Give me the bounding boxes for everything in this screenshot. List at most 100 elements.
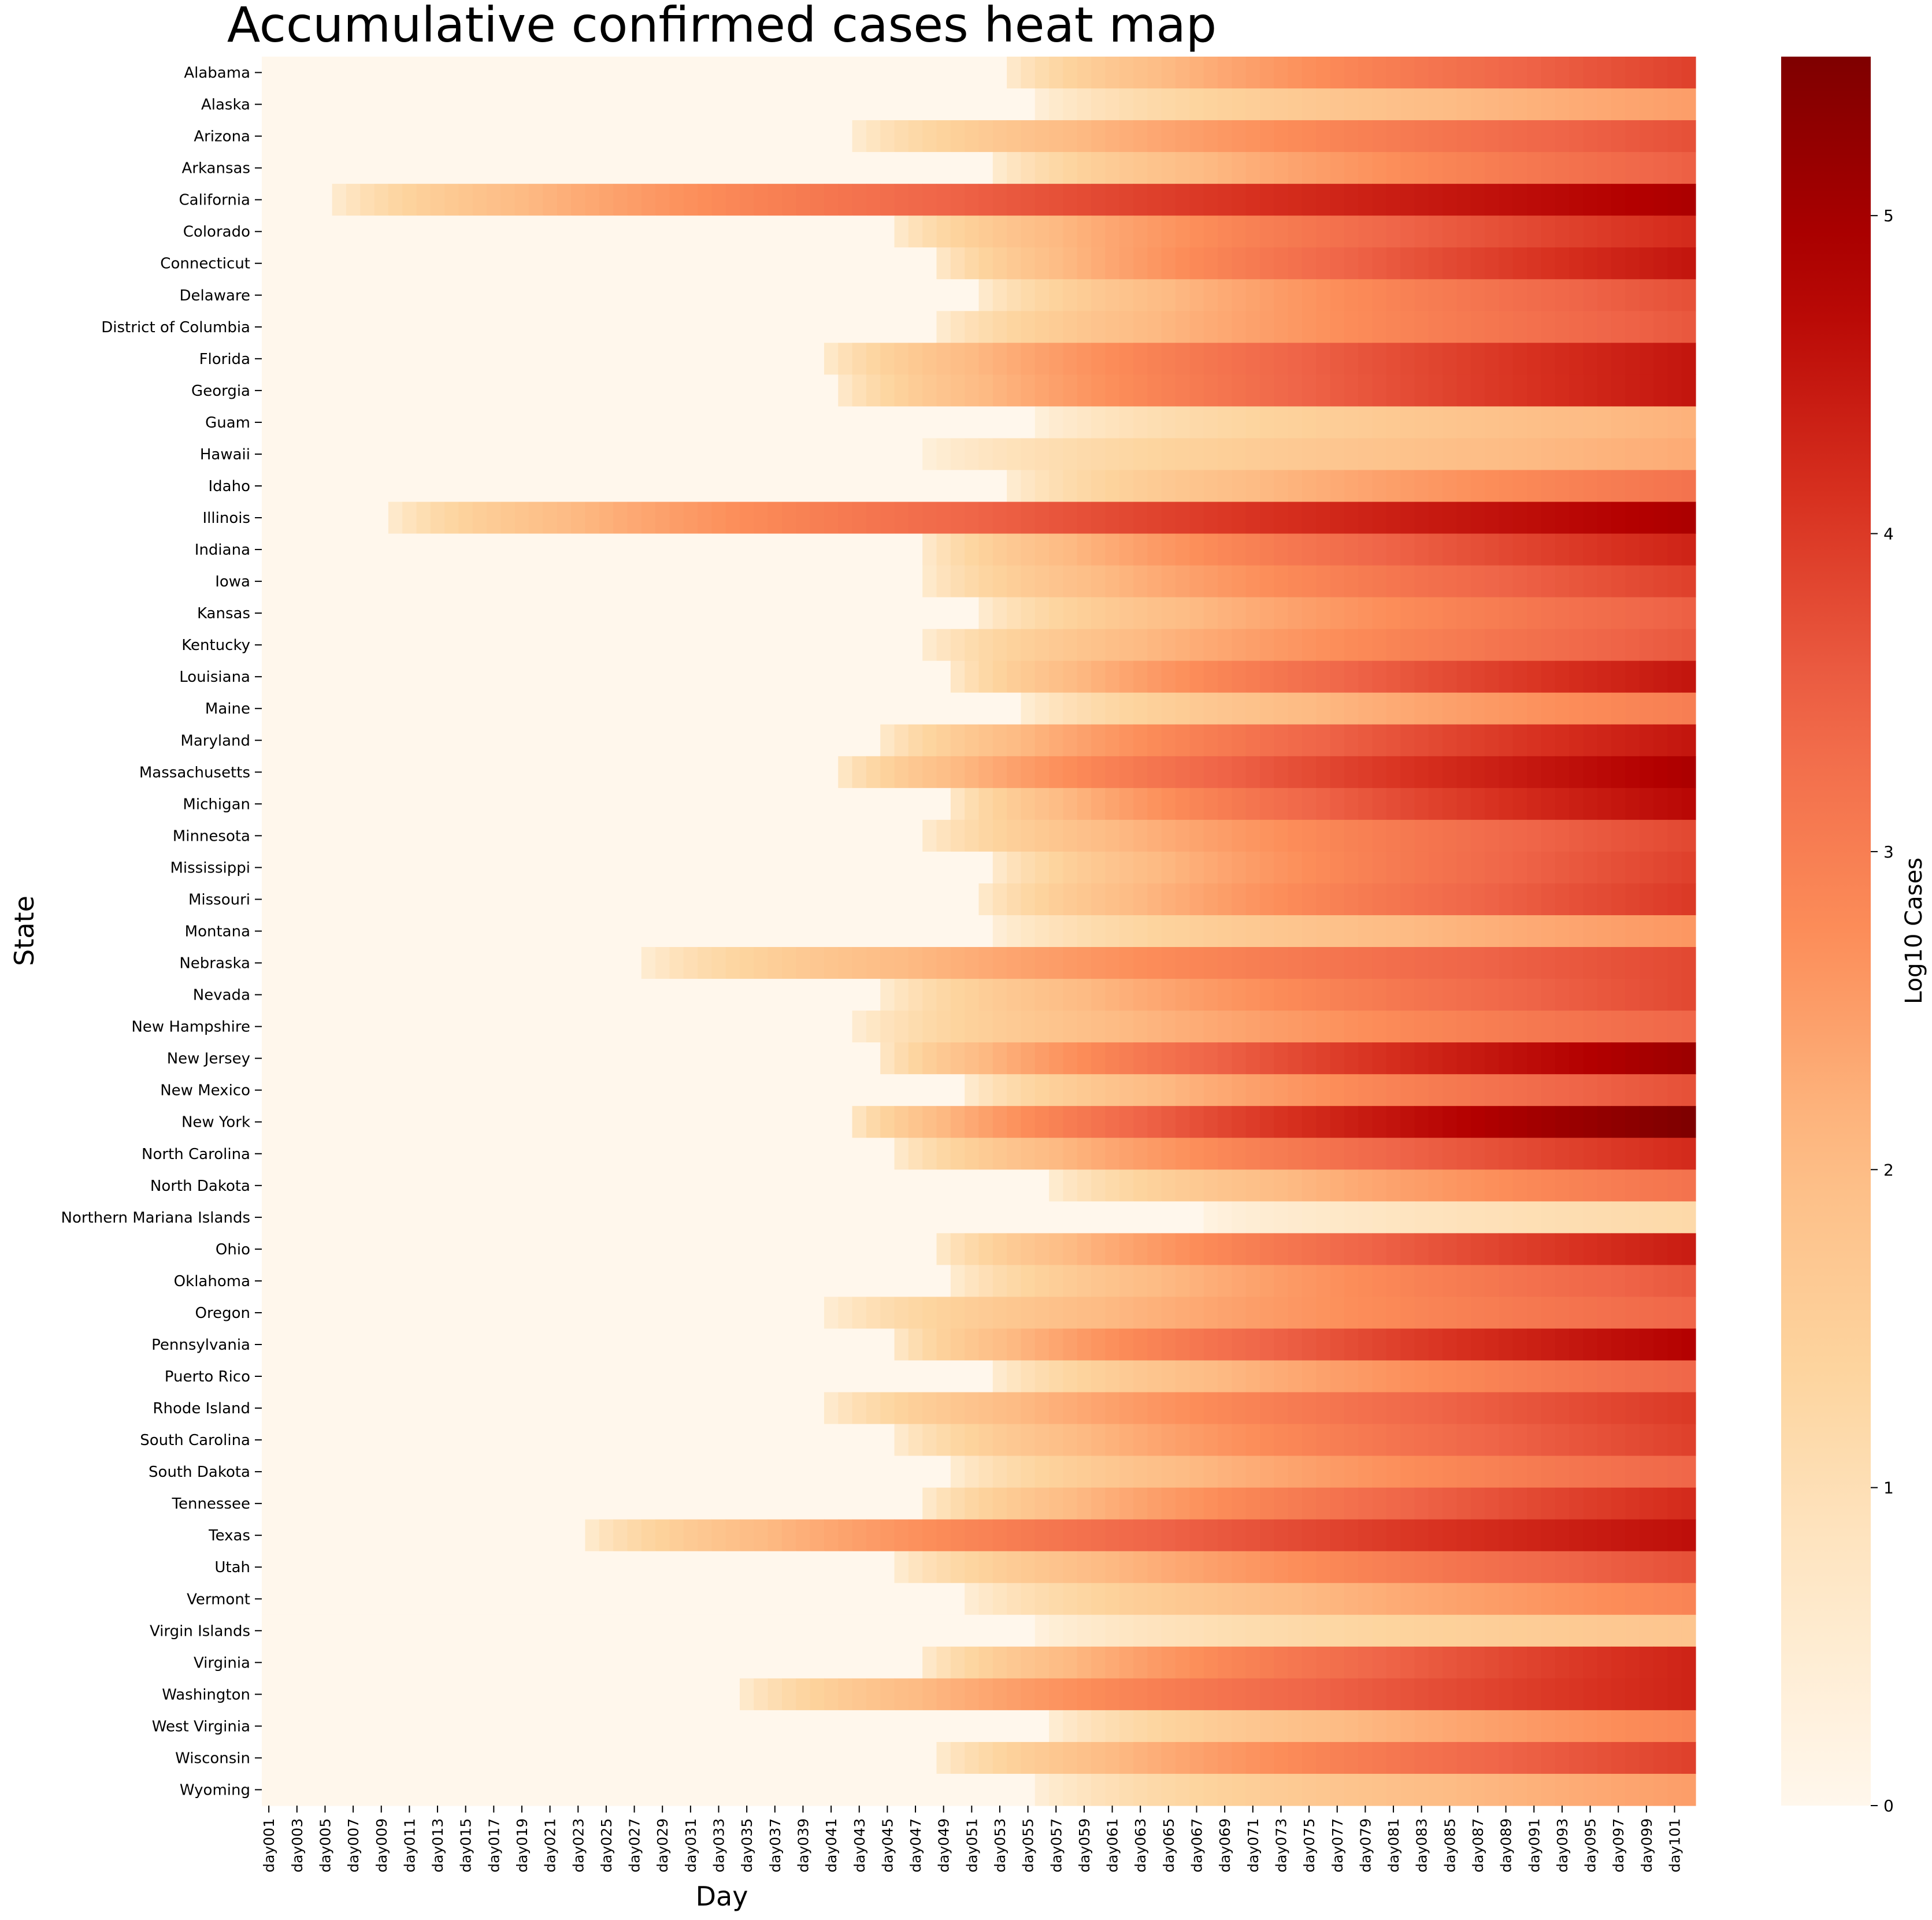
heatmap-cell: [1147, 788, 1162, 820]
heatmap-cell: [557, 692, 572, 725]
heatmap-cell: [1119, 438, 1134, 471]
heatmap-cell: [1344, 692, 1359, 725]
heatmap-cell: [894, 247, 909, 280]
heatmap-cell: [767, 756, 783, 789]
heatmap-cell: [346, 1487, 361, 1520]
heatmap-cell: [1330, 247, 1345, 280]
heatmap-cell: [1316, 1360, 1331, 1393]
heatmap-cell: [1428, 216, 1443, 248]
heatmap-cell: [908, 1360, 923, 1393]
heatmap-cell: [472, 1551, 487, 1584]
heatmap-cell: [360, 279, 375, 311]
heatmap-cell: [1485, 343, 1500, 375]
heatmap-cell: [894, 152, 909, 184]
heatmap-cell: [1316, 406, 1331, 439]
heatmap-cell: [767, 1583, 783, 1616]
heatmap-cell: [1119, 1487, 1134, 1520]
heatmap-cell: [1512, 152, 1527, 184]
heatmap-cell: [303, 1583, 318, 1616]
heatmap-cell: [740, 1392, 754, 1425]
heatmap-cell: [767, 597, 783, 630]
heatmap-cell: [1569, 1392, 1584, 1425]
heatmap-cell: [852, 629, 867, 662]
heatmap-cell: [1119, 692, 1134, 725]
heatmap-cell: [1653, 1424, 1668, 1457]
heatmap-cell: [627, 597, 642, 630]
heatmap-cell: [1203, 1042, 1218, 1075]
heatmap-cell: [922, 1519, 937, 1552]
heatmap-cell: [725, 438, 740, 471]
heatmap-cell: [978, 1265, 993, 1298]
heatmap-cell: [1611, 374, 1626, 407]
heatmap-cell: [1358, 438, 1373, 471]
heatmap-cell: [1218, 279, 1232, 311]
heatmap-cell: [1049, 120, 1064, 153]
heatmap-cell: [1358, 1455, 1373, 1488]
heatmap-cell: [1442, 374, 1458, 407]
heatmap-cell: [1555, 1455, 1570, 1488]
heatmap-cell: [1512, 216, 1527, 248]
heatmap-cell: [641, 216, 656, 248]
heatmap-cell: [1681, 1265, 1696, 1298]
heatmap-cell: [824, 374, 839, 407]
heatmap-cell: [866, 565, 881, 598]
heatmap-cell: [698, 788, 712, 820]
heatmap-cell: [1611, 1360, 1626, 1393]
heatmap-cell: [1161, 1011, 1176, 1043]
heatmap-cell: [767, 184, 783, 216]
heatmap-cell: [487, 1042, 502, 1075]
heatmap-cell: [894, 343, 909, 375]
heatmap-cell: [852, 1360, 867, 1393]
heatmap-cell: [1077, 1074, 1092, 1106]
heatmap-cell: [754, 374, 769, 407]
heatmap-cell: [1485, 438, 1500, 471]
heatmap-cell: [374, 343, 389, 375]
heatmap-cell: [824, 1583, 839, 1616]
heatmap-cell: [669, 1297, 684, 1329]
heatmap-cell: [1442, 1297, 1458, 1329]
heatmap-cell: [1386, 1074, 1401, 1106]
heatmap-cell: [1597, 756, 1612, 789]
heatmap-cell: [599, 1201, 614, 1234]
heatmap-cell: [388, 311, 403, 343]
heatmap-cell: [796, 1138, 811, 1170]
heatmap-cell: [571, 1106, 586, 1138]
heatmap-cell: [1344, 533, 1359, 566]
heatmap-cell: [1274, 1233, 1289, 1265]
heatmap-cell: [880, 1074, 895, 1106]
heatmap-cell: [318, 629, 333, 662]
heatmap-cell: [487, 660, 502, 693]
heatmap-cell: [1386, 1297, 1401, 1329]
heatmap-cell: [824, 597, 839, 630]
heatmap-cell: [1428, 1392, 1443, 1425]
heatmap-cell: [1175, 1360, 1190, 1393]
heatmap-cell: [1175, 1265, 1190, 1298]
heatmap-cell: [740, 851, 754, 884]
heatmap-cell: [557, 1138, 572, 1170]
heatmap-row: [262, 979, 1696, 1011]
heatmap-cell: [374, 851, 389, 884]
heatmap-cell: [683, 756, 698, 789]
heatmap-cell: [529, 692, 544, 725]
heatmap-cell: [1611, 152, 1626, 184]
heatmap-cell: [529, 1011, 544, 1043]
heatmap-cell: [1569, 915, 1584, 948]
heatmap-cell: [1386, 247, 1401, 280]
heatmap-cell: [1569, 597, 1584, 630]
heatmap-cell: [1063, 184, 1078, 216]
heatmap-cell: [1358, 216, 1373, 248]
heatmap-cell: [487, 502, 502, 534]
heatmap-cell: [922, 1265, 937, 1298]
heatmap-cell: [1077, 1519, 1092, 1552]
heatmap-cell: [262, 184, 276, 216]
heatmap-cell: [950, 343, 965, 375]
heatmap-row: [262, 819, 1696, 852]
heatmap-row: [262, 438, 1696, 471]
heatmap-cell: [950, 1424, 965, 1457]
heatmap-cell: [1288, 1201, 1303, 1234]
heatmap-cell: [1358, 1074, 1373, 1106]
heatmap-cell: [262, 1455, 276, 1488]
heatmap-cell: [1259, 1233, 1274, 1265]
heatmap-cell: [796, 915, 811, 948]
heatmap-cell: [262, 1392, 276, 1425]
